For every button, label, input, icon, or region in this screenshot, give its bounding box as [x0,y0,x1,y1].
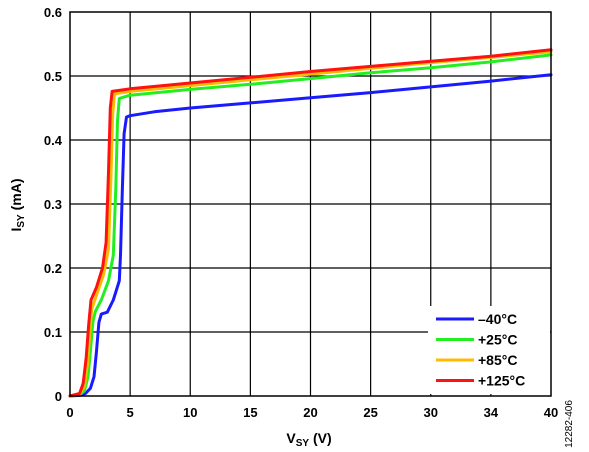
y-tick-label: 0.6 [44,5,62,20]
y-tick-label: 0.5 [44,69,62,84]
x-axis-label: VSY (V) [286,430,331,449]
y-tick-label: 0.4 [44,133,63,148]
x-tick-label: 5 [127,405,134,420]
x-axis-label-main: V [286,430,296,446]
legend-label: +25°C [478,332,517,348]
x-tick-labels: 0 5 10 15 20 25 30 34 40 [66,405,558,420]
series-line [68,50,553,398]
y-tick-labels: 0 0.1 0.2 0.3 0.4 0.5 0.6 [44,5,63,404]
plot-frame [69,11,552,397]
y-axis-label-main: I [8,228,24,232]
series-line [68,73,553,398]
legend-label: –40°C [478,311,517,327]
series-layer [68,48,553,398]
x-tick-label: 15 [243,405,257,420]
y-tick-label: 0.1 [44,325,62,340]
series-line [68,48,553,398]
x-tick-label: 30 [424,405,438,420]
y-axis-label: ISY (mA) [8,178,27,231]
legend-label: +85°C [478,352,517,368]
x-tick-label: 40 [544,405,558,420]
legend-label: +125°C [478,373,525,389]
figure-id: 12282-406 [564,400,575,448]
x-tick-label: 0 [66,405,73,420]
x-axis-label-unit: (V) [309,430,332,446]
x-tick-label: 20 [303,405,317,420]
legend: –40°C +25°C +85°C +125°C [428,306,550,394]
series-line [68,53,553,398]
y-tick-label: 0.2 [44,261,62,276]
y-tick-label: 0.3 [44,197,62,212]
x-tick-label: 25 [363,405,377,420]
x-tick-label: 10 [183,405,197,420]
y-axis-label-sub: SY [16,214,27,228]
y-axis-label-unit: (mA) [8,178,24,214]
y-tick-label: 0 [55,389,62,404]
x-axis-label-sub: SY [296,438,310,449]
x-tick-label: 34 [484,405,499,420]
